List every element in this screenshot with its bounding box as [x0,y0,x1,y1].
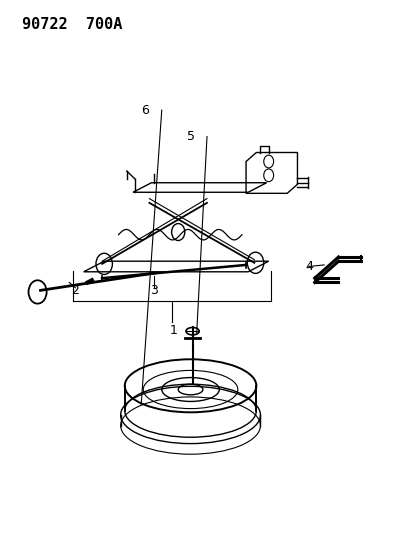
Text: 90722  700A: 90722 700A [22,17,122,33]
Text: 1: 1 [170,324,178,337]
Text: 3: 3 [149,284,157,297]
Text: 4: 4 [305,260,313,273]
Text: 5: 5 [186,130,194,143]
Text: 6: 6 [141,103,149,117]
Text: 2: 2 [71,284,79,297]
